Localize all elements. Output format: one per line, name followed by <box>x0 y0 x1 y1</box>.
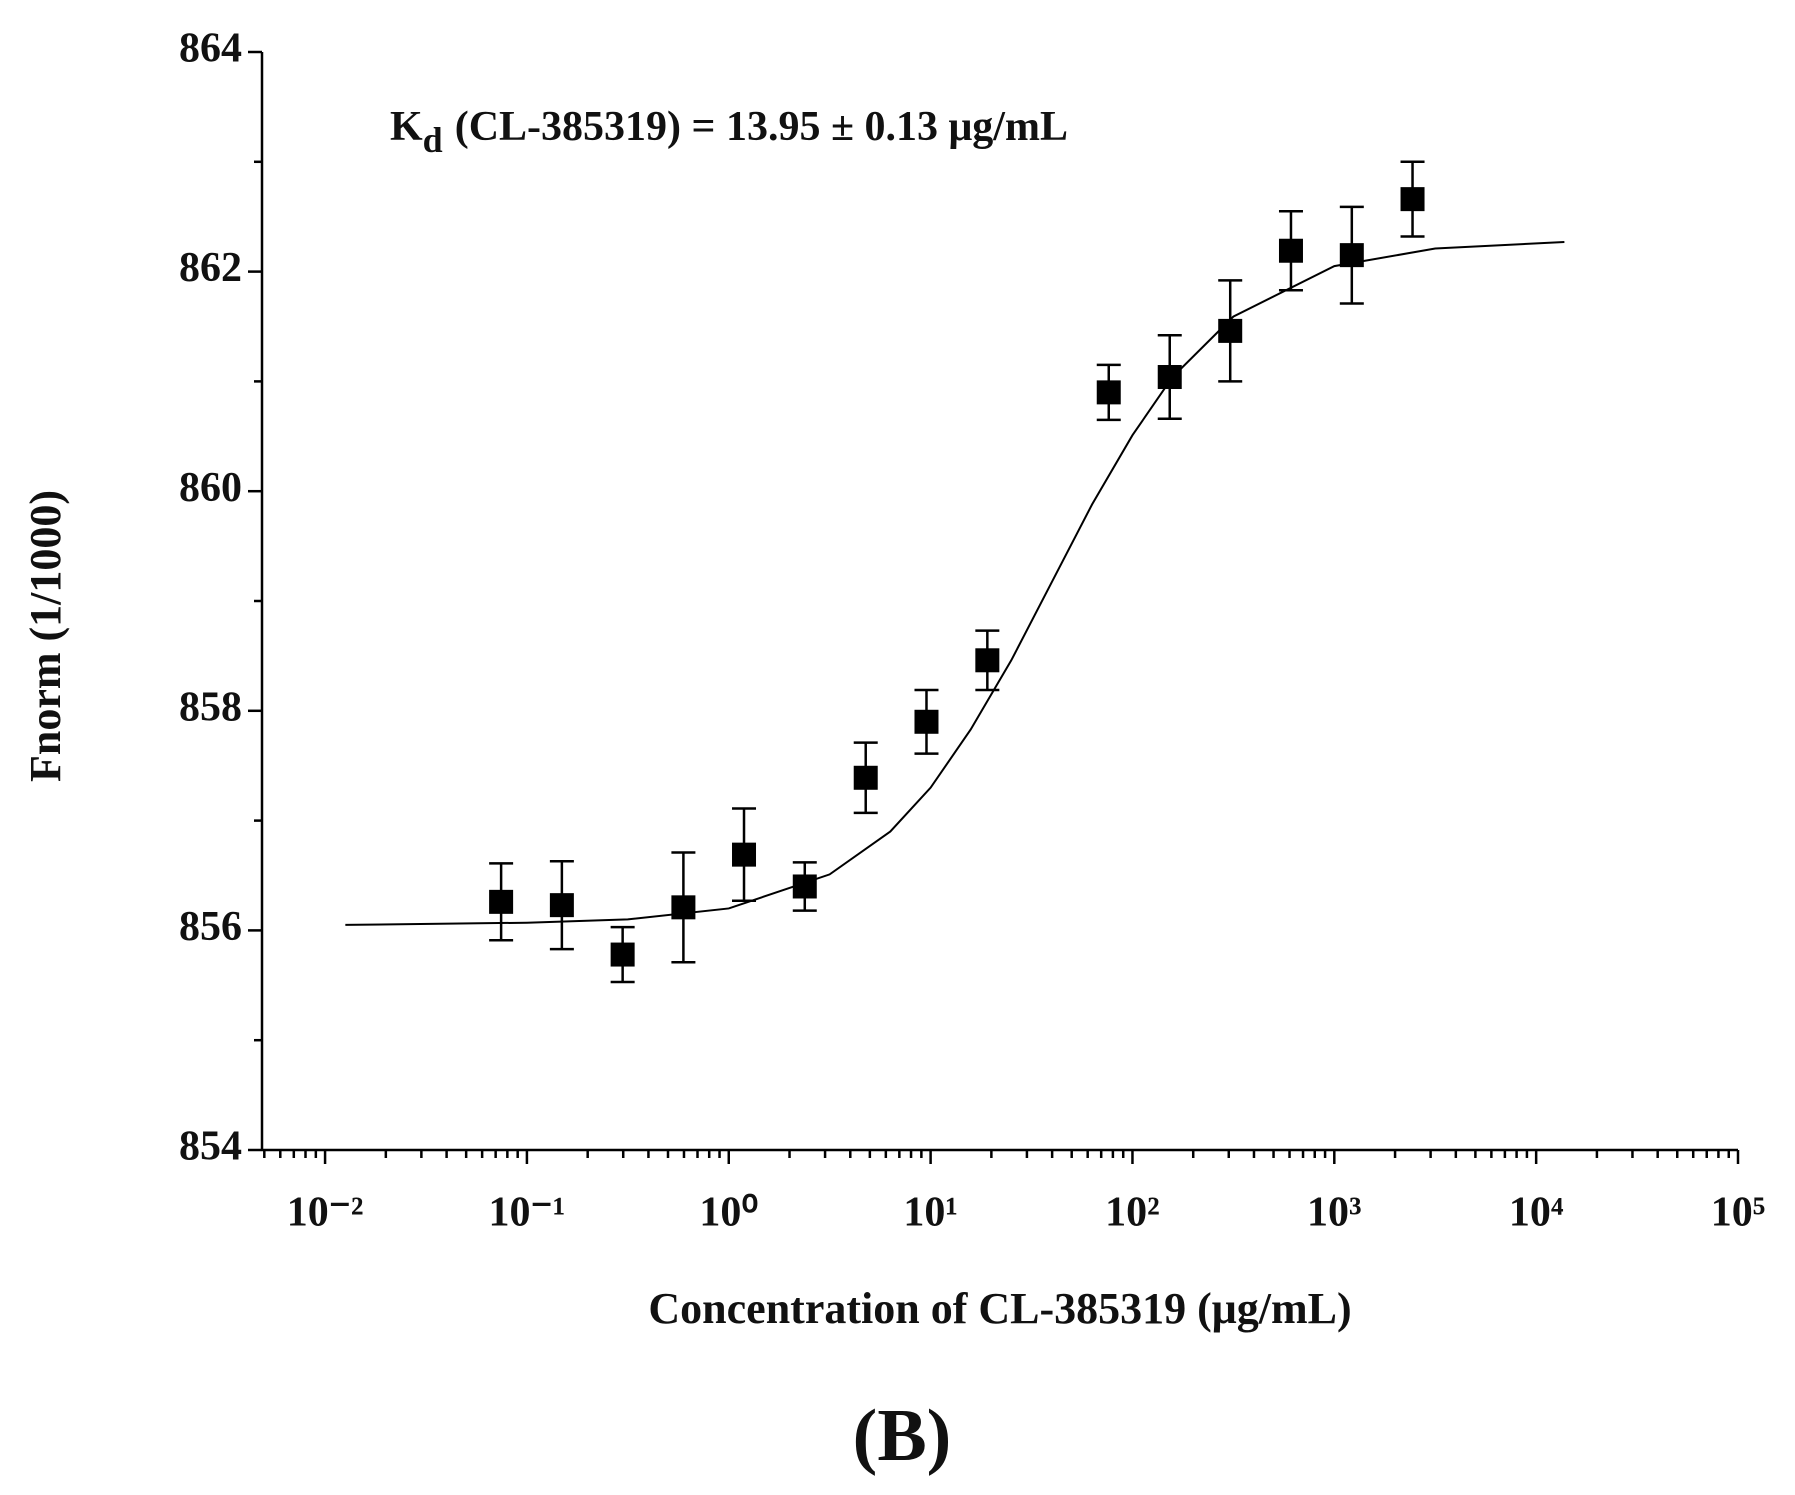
x-tick-label: 10⁻² <box>287 1190 364 1236</box>
x-tick-label: 10⁴ <box>1509 1190 1564 1236</box>
y-tick-label: 860 <box>179 465 242 511</box>
x-tick-label: 10⁻¹ <box>489 1190 566 1236</box>
panel-label: (B) <box>853 1395 952 1477</box>
marker <box>1278 238 1303 263</box>
marker <box>1218 318 1243 343</box>
x-tick-label: 10² <box>1105 1190 1160 1236</box>
marker <box>1096 380 1121 405</box>
marker <box>1157 365 1182 390</box>
y-tick-label: 854 <box>179 1124 242 1170</box>
fit-curve <box>345 240 1565 926</box>
marker <box>671 895 696 920</box>
y-tick-label: 856 <box>179 904 242 950</box>
y-tick-label: 858 <box>179 684 242 730</box>
annotation-rest: (CL-385319) = 13.95 ± 0.13 μg/mL <box>455 104 1068 150</box>
marker <box>732 842 757 867</box>
annotation: Kd (CL-385319) = 13.95 ± 0.13 μg/mL <box>390 104 1068 161</box>
marker <box>549 893 574 918</box>
y-tick-label: 862 <box>179 245 242 291</box>
marker <box>1400 187 1425 212</box>
annotation-sub: d <box>423 120 443 160</box>
annotation-main: K <box>390 104 423 150</box>
marker <box>914 709 939 734</box>
x-tick-label: 10⁰ <box>699 1190 758 1236</box>
y-axis-label: Fnorm (1/1000) <box>21 490 70 782</box>
x-tick-label: 10⁵ <box>1711 1190 1766 1236</box>
x-tick-label: 10¹ <box>903 1190 958 1236</box>
x-tick-label: 10³ <box>1307 1190 1362 1236</box>
marker <box>853 765 878 790</box>
marker <box>489 889 514 914</box>
y-tick-label: 864 <box>179 26 242 72</box>
marker <box>610 942 635 967</box>
marker <box>975 648 1000 673</box>
x-axis-label: Concentration of CL-385319 (μg/mL) <box>648 1284 1351 1333</box>
